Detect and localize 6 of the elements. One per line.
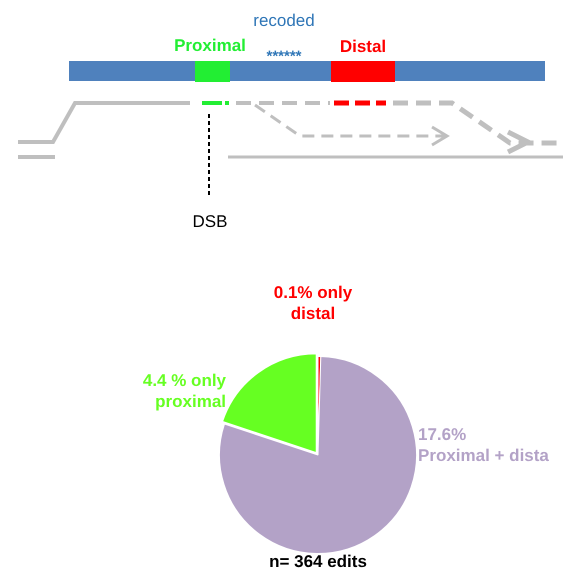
text: n= 364 edits <box>268 551 368 571</box>
slice-label: Proximal + dista <box>418 445 550 466</box>
data-label: 17.6% <box>418 424 468 445</box>
slice-label: 0.1% only distal <box>272 282 354 324</box>
slice-label: 4.4 % only proximal <box>142 370 226 412</box>
locus-diagram: recoded Proximal ****** Distal DSB <box>0 0 563 240</box>
